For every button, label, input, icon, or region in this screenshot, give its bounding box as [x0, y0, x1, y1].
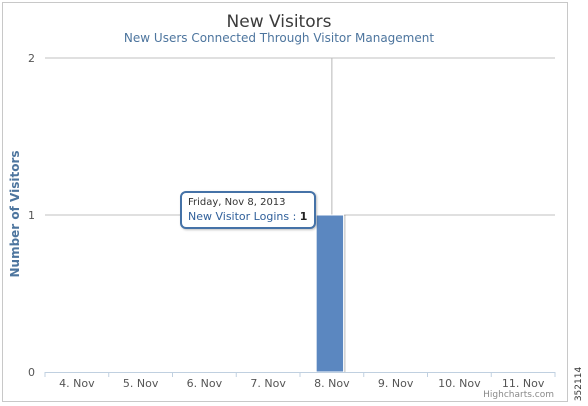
y-tick-label: 0	[28, 366, 35, 379]
x-tick-label: 5. Nov	[123, 377, 159, 390]
x-tick-label: 6. Nov	[187, 377, 223, 390]
chart-title: New Visitors	[227, 12, 332, 32]
figure-id: 352114	[574, 367, 584, 402]
bar-series	[315, 214, 346, 373]
tooltip: Friday, Nov 8, 2013 New Visitor Logins :…	[180, 191, 316, 229]
chart-subtitle: New Users Connected Through Visitor Mana…	[124, 31, 434, 45]
credits-text[interactable]: Highcharts.com	[483, 390, 554, 400]
x-tick-label: 7. Nov	[250, 377, 286, 390]
x-axis: 4. Nov 5. Nov 6. Nov 7. Nov 8. Nov 9. Nov 10. …	[44, 372, 556, 390]
x-tick-label: 9. Nov	[378, 377, 414, 390]
y-axis-title: Number of Visitors	[8, 150, 22, 277]
tooltip-date: Friday, Nov 8, 2013	[188, 197, 286, 208]
tooltip-series-label: New Visitor Logins :	[188, 210, 297, 223]
x-tick-label: 8. Nov	[314, 377, 350, 390]
tooltip-row: New Visitor Logins : 1	[188, 209, 308, 224]
x-tick-label: 4. Nov	[59, 377, 95, 390]
bar	[315, 214, 345, 373]
y-tick-label: 2	[28, 52, 35, 65]
y-tick-label: 1	[28, 209, 35, 222]
tooltip-value: 1	[299, 210, 308, 223]
x-tick-label: 11. Nov	[502, 377, 545, 390]
x-tick-label: 10. Nov	[438, 377, 481, 390]
y-axis-ticks: 0 1 2	[28, 52, 35, 379]
